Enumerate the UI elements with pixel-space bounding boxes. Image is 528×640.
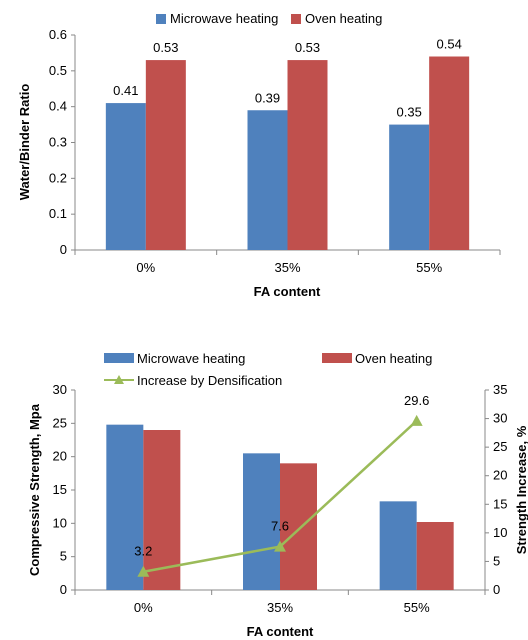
y-tick-label: 0.2 [49,170,67,185]
y2-tick-label: 35 [493,382,507,397]
bar-microwave [389,124,430,250]
increase-marker [410,414,423,426]
y-tick-label: 15 [53,482,67,497]
legend-label-microwave: Microwave heating [137,351,245,366]
increase-data-label: 7.6 [271,519,289,534]
x-category-label: 35% [267,600,293,615]
bar-microwave [379,501,417,590]
bars: 0.41 0.39 0.35 0.53 0.53 0.54 [105,37,470,251]
bar-data-label: 0.54 [437,37,462,52]
legend-label-oven: Oven heating [305,11,382,26]
bar-oven [280,463,317,590]
legend-swatch-oven [291,14,301,24]
legend-label-microwave: Microwave heating [170,11,278,26]
legend-triangle-marker [114,375,124,384]
bar-oven [287,60,328,251]
legend: Microwave heating Oven heating [156,11,382,26]
bars [106,424,454,590]
y-ticks: 0 5 10 15 20 25 30 [53,382,75,597]
y-tick-label: 0.6 [49,27,67,42]
x-category-label: 55% [404,600,430,615]
x-categories: 0% 35% 55% [74,590,486,615]
y-tick-label: 0 [60,242,67,257]
increase-marker [137,565,150,577]
y-tick-label: 25 [53,415,67,430]
legend-label-oven: Oven heating [355,351,432,366]
increase-data-label: 3.2 [134,544,152,559]
x-categories: 0% 35% 55% [74,250,501,275]
y-tick-label: 0 [60,582,67,597]
legend-swatch-microwave [104,353,134,363]
x-category-label: 55% [416,260,442,275]
bar-oven [429,56,470,250]
y2-tick-label: 0 [493,582,500,597]
bar-oven [143,430,181,590]
increase-line: 3.2 7.6 29.6 [134,393,429,577]
y2-tick-label: 10 [493,525,507,540]
bar-microwave [247,110,288,250]
increase-data-label: 29.6 [404,393,429,408]
legend-swatch-microwave [156,14,166,24]
y2-tick-label: 30 [493,411,507,426]
y2-tick-label: 20 [493,468,507,483]
x-axis-title: FA content [247,624,314,639]
water-binder-chart: Microwave heating Oven heating 0 0.1 0.2 0.… [17,11,501,299]
y-tick-label: 0.1 [49,206,67,221]
bar-microwave [105,103,146,250]
legend-swatch-oven [322,353,352,363]
y-axis-title: Compressive Strength, Mpa [27,403,42,576]
y2-tick-label: 15 [493,496,507,511]
y-tick-label: 20 [53,449,67,464]
legend: Microwave heating Oven heating Increase … [104,351,432,388]
y-tick-label: 0.5 [49,63,67,78]
increase-marker [274,540,286,552]
bar-data-label: 0.41 [113,83,138,98]
y-tick-label: 0.3 [49,135,67,150]
bar-microwave [106,424,144,590]
y-axis-title: Water/Binder Ratio [17,84,32,201]
y-ticks: 0 0.1 0.2 0.3 0.4 0.5 0.6 [49,27,75,257]
x-category-label: 35% [274,260,300,275]
y2-axis-title: Strength Increase, % [514,425,528,554]
y2-tick-label: 5 [493,553,500,568]
y2-tick-label: 25 [493,439,507,454]
bar-data-label: 0.53 [295,40,320,55]
y-tick-label: 0.4 [49,99,67,114]
bar-oven [416,522,454,590]
x-axis-title: FA content [254,284,321,299]
bar-data-label: 0.39 [255,90,280,105]
bar-oven [145,60,186,251]
y-tick-label: 10 [53,515,67,530]
bar-microwave [243,453,280,590]
legend-label-increase: Increase by Densification [137,373,282,388]
bar-data-label: 0.53 [153,40,178,55]
bar-data-label: 0.35 [397,105,422,120]
y-tick-label: 5 [60,549,67,564]
x-category-label: 0% [136,260,155,275]
y2-ticks: 0 5 10 15 20 25 30 35 [485,382,507,597]
x-category-label: 0% [134,600,153,615]
compressive-strength-chart: Microwave heating Oven heating Increase … [27,351,528,639]
y-tick-label: 30 [53,382,67,397]
